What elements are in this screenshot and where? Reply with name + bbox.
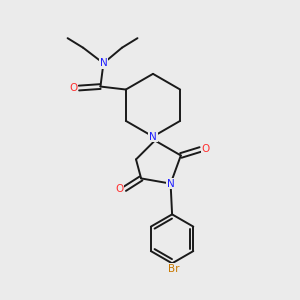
Text: N: N xyxy=(149,132,157,142)
Text: O: O xyxy=(115,184,123,194)
Text: N: N xyxy=(100,58,107,68)
Text: Br: Br xyxy=(168,264,179,274)
Text: O: O xyxy=(70,83,78,93)
Text: N: N xyxy=(167,178,175,189)
Text: O: O xyxy=(202,145,210,154)
